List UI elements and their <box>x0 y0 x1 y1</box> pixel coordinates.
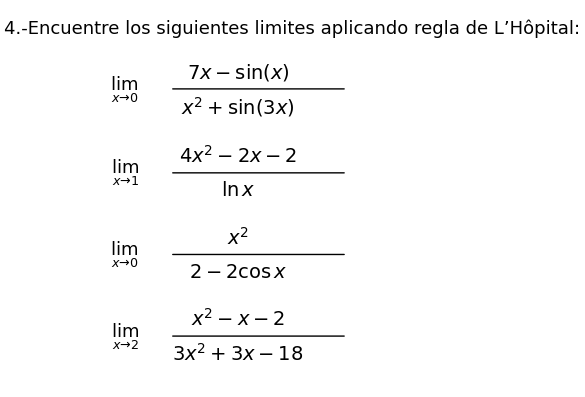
Text: $x^2 - x - 2$: $x^2 - x - 2$ <box>191 308 285 330</box>
Text: $\lim_{x \to 1}$: $\lim_{x \to 1}$ <box>111 158 139 189</box>
Text: $x^2$: $x^2$ <box>227 226 249 248</box>
Text: $\lim_{x \to 2}$: $\lim_{x \to 2}$ <box>111 321 139 352</box>
Text: $7x - \sin(x)$: $7x - \sin(x)$ <box>187 62 290 83</box>
Text: $\ln x$: $\ln x$ <box>221 181 256 200</box>
Text: $\lim_{x \to 0}$: $\lim_{x \to 0}$ <box>111 240 139 270</box>
Text: $3x^2 + 3x - 18$: $3x^2 + 3x - 18$ <box>173 343 304 365</box>
Text: 4.-Encuentre los siguientes limites aplicando regla de L’Hôpital:: 4.-Encuentre los siguientes limites apli… <box>5 20 580 38</box>
Text: $\lim_{x \to 0}$: $\lim_{x \to 0}$ <box>111 74 139 105</box>
Text: $2 - 2\cos x$: $2 - 2\cos x$ <box>189 263 287 282</box>
Text: $x^2 + \sin(3x)$: $x^2 + \sin(3x)$ <box>181 95 295 119</box>
Text: $4x^2 - 2x - 2$: $4x^2 - 2x - 2$ <box>179 145 297 167</box>
